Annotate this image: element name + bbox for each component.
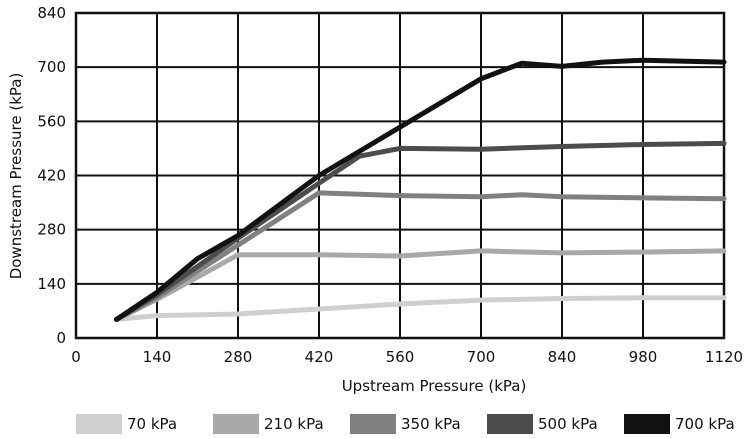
x-tick-label: 840 (548, 348, 577, 366)
x-tick-label: 140 (143, 348, 172, 366)
x-tick-label: 0 (71, 348, 81, 366)
series-line-350-kpa (114, 190, 727, 322)
legend: 70 kPa 210 kPa 350 kPa 500 kPa 700 kPa (76, 414, 735, 434)
legend-label: 70 kPa (127, 415, 177, 433)
x-tick-labels: 0 140 280 420 560 700 840 980 1120 (71, 348, 743, 366)
legend-swatch (213, 414, 259, 434)
y-tick-label: 700 (37, 58, 66, 76)
x-tick-label: 560 (386, 348, 415, 366)
y-tick-label: 840 (37, 4, 66, 22)
legend-swatch (624, 414, 670, 434)
series-layer (114, 57, 727, 322)
y-tick-label: 280 (37, 221, 66, 239)
legend-label: 500 kPa (538, 415, 598, 433)
x-tick-label: 1120 (705, 348, 743, 366)
legend-label: 210 kPa (264, 415, 324, 433)
x-tick-label: 980 (629, 348, 658, 366)
legend-swatch (76, 414, 122, 434)
series-line-70-kpa (114, 295, 727, 322)
y-axis-title: Downstream Pressure (kPa) (7, 73, 25, 280)
y-tick-labels: 0 140 280 420 560 700 840 (37, 4, 66, 347)
y-tick-label: 140 (37, 275, 66, 293)
y-tick-label: 0 (56, 329, 66, 347)
series-line-500-kpa (114, 140, 727, 322)
series-line-700-kpa (114, 57, 727, 322)
plot-frame (74, 11, 726, 340)
axes (74, 11, 726, 340)
legend-label: 350 kPa (401, 415, 461, 433)
x-axis-title: Upstream Pressure (kPa) (342, 377, 527, 395)
x-tick-label: 420 (305, 348, 334, 366)
x-tick-label: 280 (224, 348, 253, 366)
legend-label: 700 kPa (675, 415, 735, 433)
x-tick-label: 700 (467, 348, 496, 366)
legend-swatch (487, 414, 533, 434)
y-tick-label: 560 (37, 112, 66, 130)
series-line-210-kpa (114, 248, 727, 322)
legend-swatch (350, 414, 396, 434)
y-tick-label: 420 (37, 167, 66, 185)
